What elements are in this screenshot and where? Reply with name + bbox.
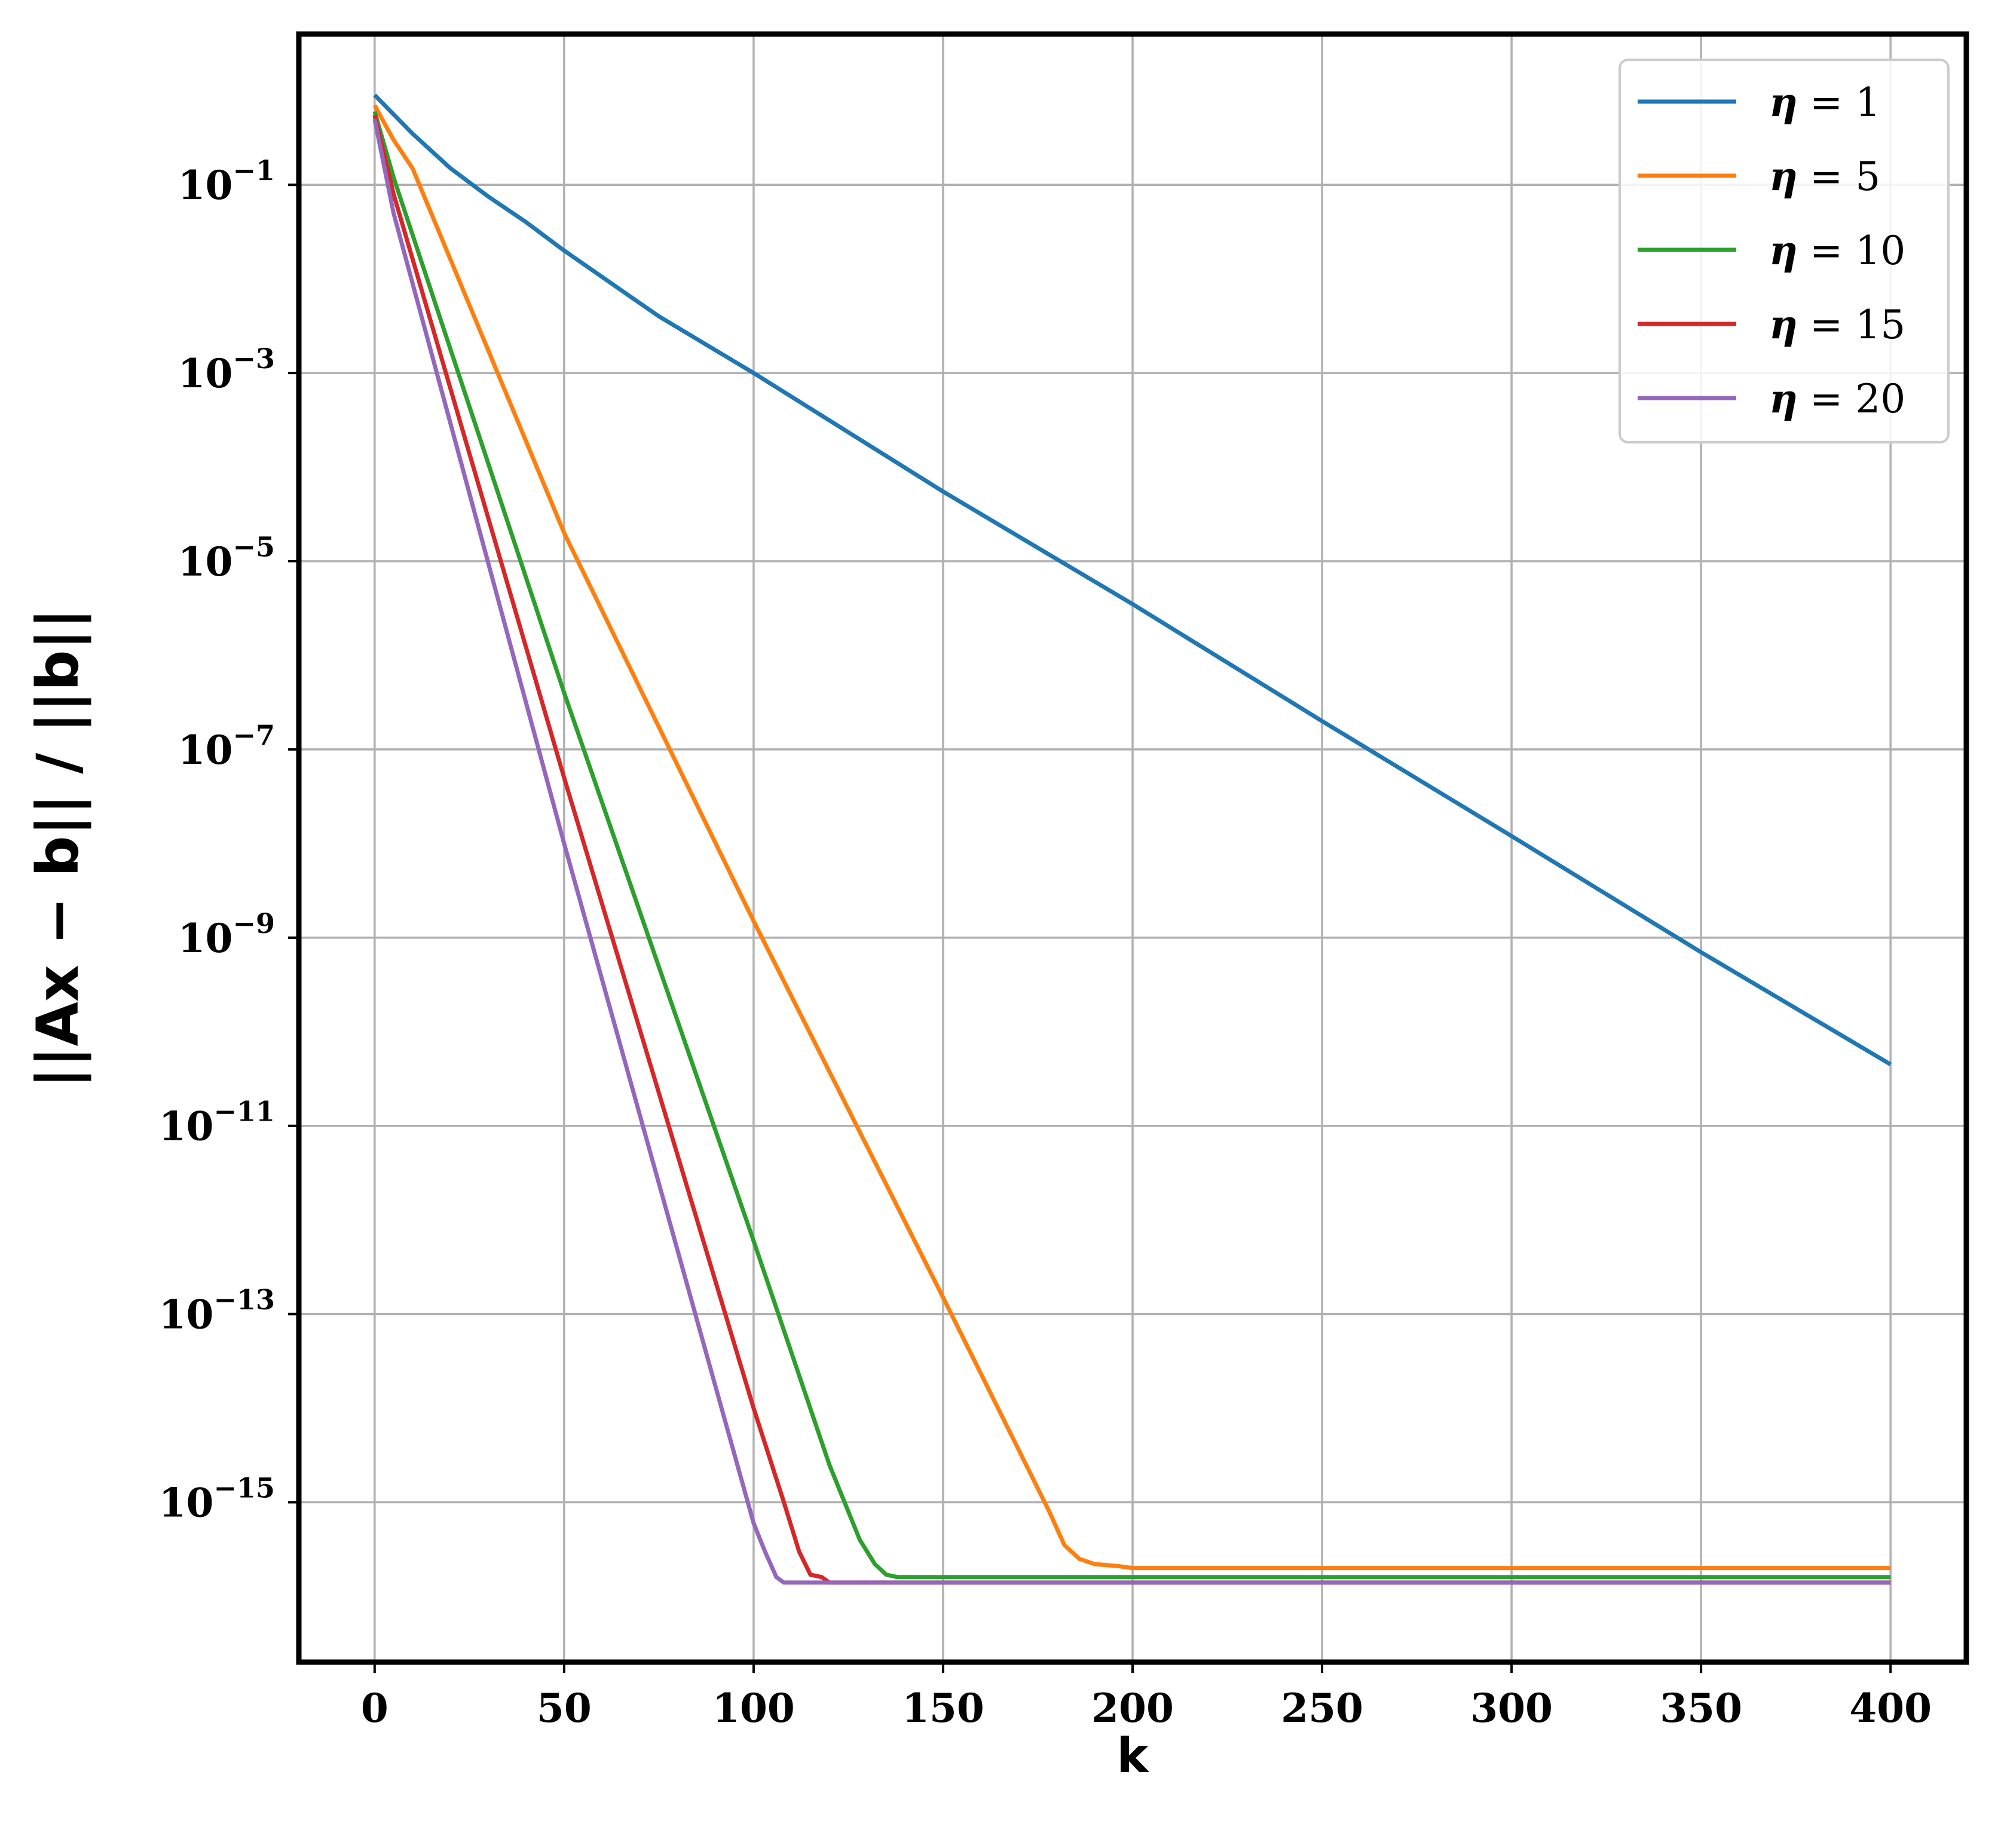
y-tick-base: 10 [178, 539, 233, 585]
series-line-2 [372, 104, 1891, 1571]
y-axis-label: ||Ax − b|| / ||b|| [25, 608, 92, 1088]
y-tick-base: 10 [159, 1103, 214, 1150]
x-ticks: 0 50 100 150 200 250 300 350 400 [361, 1662, 1932, 1731]
y-tick-label: 10−15 [159, 1472, 275, 1526]
legend-symbol: η [1769, 301, 1798, 348]
y-tick-label: 10−11 [159, 1096, 275, 1150]
legend-label-1: η = 1 [1769, 79, 1880, 126]
y-tick-label: 10−7 [178, 719, 275, 773]
y-tick-base: 10 [178, 350, 233, 397]
legend-equation: = 15 [1810, 302, 1905, 348]
y-tick-label: 10−3 [178, 342, 275, 397]
x-tick-label: 150 [902, 1685, 984, 1731]
x-tick-label: 400 [1849, 1685, 1932, 1731]
legend-label-2: η = 5 [1769, 153, 1880, 200]
legend-label-4: η = 15 [1769, 301, 1905, 348]
y-tick-exponent: −1 [232, 154, 275, 186]
y-tick-label: 10−13 [159, 1284, 275, 1338]
x-tick-label: 100 [712, 1685, 795, 1731]
y-tick-base: 10 [178, 162, 233, 209]
series-line-1 [373, 93, 1892, 1066]
y-tick-exponent: −15 [213, 1472, 275, 1504]
series-line-4 [372, 114, 1891, 1585]
y-tick-base: 10 [178, 915, 233, 962]
series-line-3 [372, 111, 1891, 1580]
x-tick-label: 350 [1660, 1685, 1742, 1731]
legend-symbol: η [1769, 375, 1798, 422]
legend-equation: = 1 [1810, 79, 1880, 126]
x-tick-label: 250 [1281, 1685, 1363, 1731]
legend-label-5: η = 20 [1769, 375, 1905, 422]
legend-equation: = 20 [1810, 376, 1905, 422]
y-tick-base: 10 [178, 727, 233, 773]
legend-symbol: η [1769, 79, 1798, 126]
y-tick-label: 10−1 [178, 154, 275, 209]
x-tick-label: 200 [1091, 1685, 1174, 1731]
y-tick-base: 10 [159, 1480, 214, 1526]
y-tick-exponent: −13 [213, 1284, 275, 1316]
y-tick-label: 10−9 [178, 907, 275, 962]
y-tick-exponent: −9 [232, 907, 275, 940]
x-tick-label: 0 [361, 1685, 388, 1731]
y-tick-base: 10 [159, 1292, 214, 1338]
y-tick-label: 10−5 [178, 531, 275, 585]
series-line-5 [372, 118, 1891, 1585]
legend: η = 1 η = 5 η = 10 η = 15 η = 20 [1618, 59, 1950, 443]
y-tick-exponent: −5 [232, 531, 275, 563]
x-tick-label: 50 [537, 1685, 592, 1731]
legend-label-3: η = 10 [1769, 227, 1905, 274]
legend-box [1618, 59, 1950, 443]
y-tick-exponent: −11 [213, 1096, 275, 1128]
y-tick-exponent: −3 [232, 342, 275, 375]
legend-symbol: η [1769, 227, 1798, 274]
legend-symbol: η [1769, 153, 1798, 200]
legend-equation: = 5 [1810, 154, 1880, 200]
series-lines [372, 93, 1892, 1585]
x-axis-label: k [1116, 1728, 1149, 1783]
legend-equation: = 10 [1810, 228, 1905, 274]
y-tick-exponent: −7 [232, 719, 275, 751]
x-tick-label: 300 [1470, 1685, 1553, 1731]
